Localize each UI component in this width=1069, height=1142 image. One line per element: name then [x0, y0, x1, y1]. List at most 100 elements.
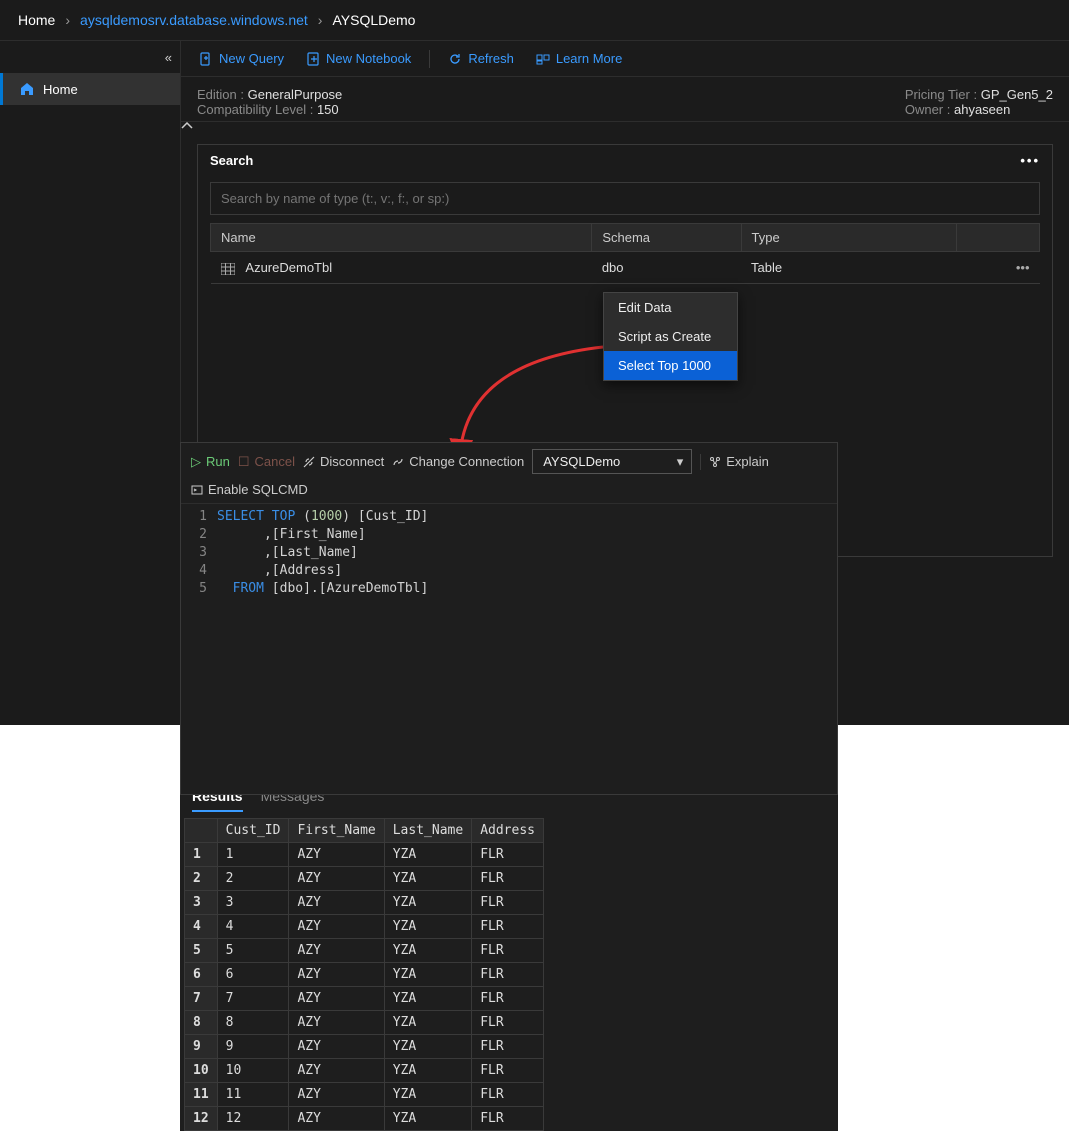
cancel-button[interactable]: ☐ Cancel	[238, 454, 295, 470]
col-header[interactable]: First_Name	[289, 819, 384, 843]
breadcrumb-server[interactable]: aysqldemosrv.database.windows.net	[80, 12, 308, 28]
code-editor[interactable]: 12345 SELECT TOP (1000) [Cust_ID] ,[Firs…	[181, 504, 837, 794]
notebook-icon	[306, 52, 320, 66]
edition-value: GeneralPurpose	[248, 87, 343, 102]
cell: FLR	[472, 891, 544, 915]
col-name[interactable]: Name	[211, 224, 592, 252]
result-row[interactable]: 1111AZYYZAFLR	[185, 1083, 544, 1107]
collapse-info-button[interactable]	[181, 122, 1069, 134]
search-input[interactable]	[211, 183, 1039, 214]
sidebar-item-label: Home	[43, 82, 78, 97]
result-row[interactable]: 99AZYYZAFLR	[185, 1035, 544, 1059]
col-type[interactable]: Type	[741, 224, 957, 252]
database-selector[interactable]: AYSQLDemo	[532, 449, 692, 474]
row-number: 3	[185, 891, 218, 915]
result-row[interactable]: 66AZYYZAFLR	[185, 963, 544, 987]
owner-value: ahyaseen	[954, 102, 1010, 117]
row-number: 11	[185, 1083, 218, 1107]
cell: 8	[217, 1011, 289, 1035]
results-grid: Cust_ID First_Name Last_Name Address 11A…	[184, 818, 544, 1131]
cell: FLR	[472, 843, 544, 867]
row-number: 7	[185, 987, 218, 1011]
result-row[interactable]: 11AZYYZAFLR	[185, 843, 544, 867]
result-row[interactable]: 1212AZYYZAFLR	[185, 1107, 544, 1131]
panel-menu-icon[interactable]: •••	[1020, 153, 1040, 168]
cell: YZA	[384, 1035, 471, 1059]
cell: AZY	[289, 867, 384, 891]
sidebar-item-home[interactable]: Home	[0, 73, 180, 105]
row-number: 5	[185, 939, 218, 963]
result-row[interactable]: 55AZYYZAFLR	[185, 939, 544, 963]
results-panel: Results Messages Cust_ID First_Name Last…	[180, 780, 838, 1131]
col-header[interactable]: Last_Name	[384, 819, 471, 843]
db-info-row: Edition : GeneralPurpose Compatibility L…	[181, 77, 1069, 122]
cell: FLR	[472, 1107, 544, 1131]
learn-more-label: Learn More	[556, 51, 622, 66]
cell: YZA	[384, 1011, 471, 1035]
enable-sqlcmd-button[interactable]: Enable SQLCMD	[191, 482, 308, 497]
row-type: Table	[741, 252, 957, 284]
result-row[interactable]: 1010AZYYZAFLR	[185, 1059, 544, 1083]
cell: FLR	[472, 1035, 544, 1059]
cell: YZA	[384, 1059, 471, 1083]
refresh-button[interactable]: Refresh	[440, 47, 522, 70]
cell: YZA	[384, 1107, 471, 1131]
result-row[interactable]: 77AZYYZAFLR	[185, 987, 544, 1011]
row-number: 4	[185, 915, 218, 939]
cell: FLR	[472, 1011, 544, 1035]
sqlcmd-icon	[191, 484, 203, 496]
cell: AZY	[289, 1107, 384, 1131]
table-row[interactable]: AzureDemoTbl dbo Table •••	[211, 252, 1040, 284]
col-header[interactable]: Address	[472, 819, 544, 843]
result-row[interactable]: 22AZYYZAFLR	[185, 867, 544, 891]
ctx-script-create[interactable]: Script as Create	[604, 322, 737, 351]
cell: YZA	[384, 891, 471, 915]
cell: FLR	[472, 1059, 544, 1083]
search-title: Search	[210, 153, 253, 168]
col-header[interactable]: Cust_ID	[217, 819, 289, 843]
cell: FLR	[472, 915, 544, 939]
search-box	[210, 182, 1040, 215]
run-label: Run	[206, 454, 230, 469]
cell: YZA	[384, 939, 471, 963]
cell: 2	[217, 867, 289, 891]
breadcrumb-home[interactable]: Home	[18, 12, 55, 28]
cell: AZY	[289, 1035, 384, 1059]
ctx-select-top-1000[interactable]: Select Top 1000	[604, 351, 737, 380]
cancel-label: Cancel	[255, 454, 295, 469]
cell: YZA	[384, 867, 471, 891]
connection-icon	[392, 456, 404, 468]
cell: 1	[217, 843, 289, 867]
cell: YZA	[384, 915, 471, 939]
change-connection-label: Change Connection	[409, 454, 524, 469]
explain-button[interactable]: Explain	[709, 454, 769, 469]
learn-more-button[interactable]: Learn More	[528, 47, 630, 70]
change-connection-button[interactable]: Change Connection	[392, 454, 524, 469]
result-row[interactable]: 33AZYYZAFLR	[185, 891, 544, 915]
query-editor: ▷ Run ☐ Cancel Disconnect Change Connect…	[180, 442, 838, 795]
col-schema[interactable]: Schema	[592, 224, 741, 252]
row-number: 2	[185, 867, 218, 891]
collapse-sidebar-button[interactable]: «	[0, 41, 180, 73]
stop-icon: ☐	[238, 454, 250, 470]
compat-label: Compatibility Level :	[197, 102, 313, 117]
result-row[interactable]: 88AZYYZAFLR	[185, 1011, 544, 1035]
row-number: 9	[185, 1035, 218, 1059]
run-button[interactable]: ▷ Run	[191, 454, 230, 470]
cell: AZY	[289, 1011, 384, 1035]
owner-label: Owner :	[905, 102, 951, 117]
corner-cell	[185, 819, 218, 843]
explain-label: Explain	[726, 454, 769, 469]
result-row[interactable]: 44AZYYZAFLR	[185, 915, 544, 939]
new-query-button[interactable]: New Query	[191, 47, 292, 70]
cell: AZY	[289, 987, 384, 1011]
cell: YZA	[384, 963, 471, 987]
ctx-edit-data[interactable]: Edit Data	[604, 293, 737, 322]
row-actions-button[interactable]: •••	[957, 252, 1040, 284]
disconnect-button[interactable]: Disconnect	[303, 454, 384, 469]
cell: AZY	[289, 915, 384, 939]
learn-icon	[536, 52, 550, 66]
new-notebook-button[interactable]: New Notebook	[298, 47, 419, 70]
tier-label: Pricing Tier :	[905, 87, 977, 102]
database-selector-value: AYSQLDemo	[543, 454, 620, 469]
